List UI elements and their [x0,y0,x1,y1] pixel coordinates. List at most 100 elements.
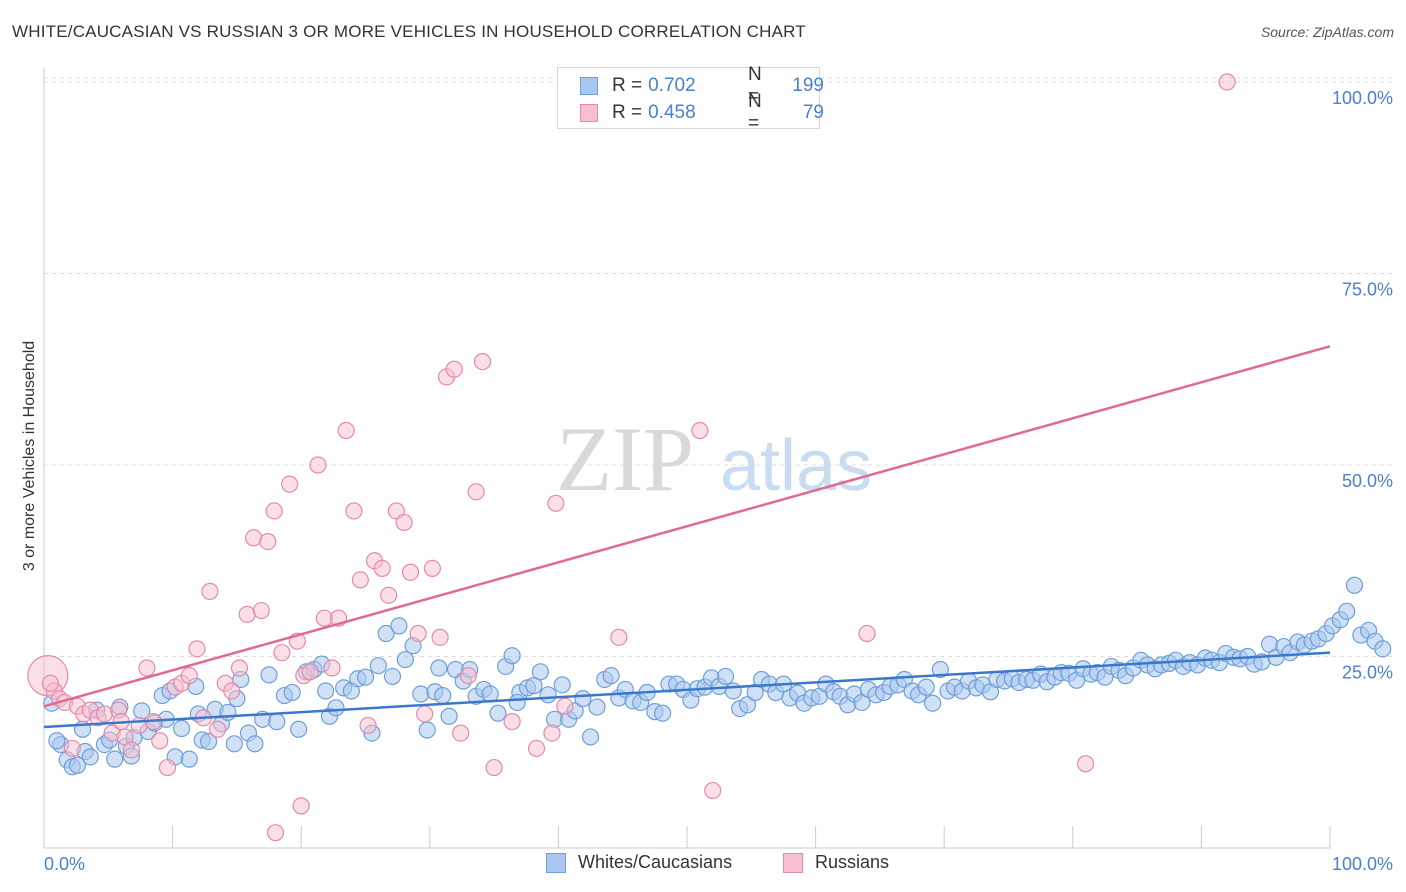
y-tick-label: 100.0% [1332,88,1393,108]
legend-row-whites: R = 0.702 N = 199 [580,64,824,107]
russians-point [556,697,574,715]
whites-point [383,667,402,686]
russians-point [459,667,477,685]
russians-point [359,716,377,735]
whites-point [106,750,124,768]
whites-point [581,728,600,746]
whites-point [924,694,942,712]
whites-point [377,624,395,643]
russians-point [309,456,327,474]
russians-point [281,475,299,493]
russians-point [691,421,709,440]
whites-point [716,667,735,686]
correlation-legend: R = 0.702 N = 199 R = 0.458 N = 79 [557,64,824,134]
russians-point [301,663,319,681]
whites-point [931,660,949,679]
whites-point [225,735,243,753]
russians-point [1218,73,1236,91]
russians-point [423,559,441,578]
n-label: N = [748,64,762,107]
russians-point [485,758,503,777]
whites-trendline [43,651,1331,729]
whites-point [369,657,387,675]
whites-n-value: 199 [792,75,824,96]
russians-point [209,720,227,738]
watermark: ZIP atlas [556,408,872,510]
whites-point [653,704,672,722]
whites-point [268,713,286,731]
russians-swatch [580,104,598,122]
whites-point [525,677,543,695]
russians-point [858,624,876,643]
whites-point [68,756,87,774]
russians-point [1077,755,1095,773]
russians-point [245,529,263,547]
russians-point [323,659,341,677]
whites-legend-swatch [546,852,566,873]
russians-point [122,741,141,759]
whites-point [531,663,549,681]
r-label: R = [612,75,643,96]
whites-point [1338,602,1356,620]
series-legend: Whites/Caucasians Russians [0,852,1406,878]
whites-point [200,732,218,751]
russians-r-value: 0.458 [648,102,696,123]
russians-point [431,628,449,646]
russians-point [158,758,177,777]
legend-item-whites[interactable]: Whites/Caucasians [546,852,732,873]
russians-point [473,352,492,371]
russians-point [265,502,283,520]
whites-point [356,668,375,686]
russians-point [151,732,169,750]
russians-point [266,824,285,842]
whites-point [440,707,458,725]
whites-point [738,696,757,714]
russians-point [95,705,114,723]
russians-point [452,724,470,742]
whites-point [81,748,99,766]
russians-point [138,659,156,677]
whites-point [553,676,571,694]
whites-point [430,659,448,677]
whites-point [917,678,935,696]
whites-point [390,617,408,635]
y-tick-label: 75.0% [1342,280,1393,300]
y-tick-label: 25.0% [1342,663,1393,683]
whites-swatch [580,77,598,95]
whites-point [503,647,521,665]
russians-point [63,739,81,758]
russians-point [373,559,391,578]
russians-point [704,781,722,800]
whites-point [327,699,345,717]
legend-row-russians: R = 0.458 N = 79 [580,91,824,134]
russians-point [395,513,413,532]
russians-point [180,667,198,685]
legend-item-russians[interactable]: Russians [783,852,889,873]
whites-point [317,682,335,700]
russians-legend-swatch [783,852,803,873]
whites-point [574,690,592,708]
watermark-atlas: atlas [720,426,872,506]
whites-legend-label: Whites/Caucasians [578,852,733,872]
russians-point [223,682,241,700]
whites-point [489,704,507,722]
chart-title: WHITE/CAUCASIAN VS RUSSIAN 3 OR MORE VEH… [12,22,806,41]
russians-point [273,644,291,662]
whites-point [434,686,452,705]
whites-point [412,685,430,703]
whites-point [508,693,526,712]
russians-point [292,797,310,815]
russians-point [188,640,206,658]
russians-point [543,724,561,742]
russians-point [252,601,270,620]
russians-point [238,605,256,623]
russians-point [547,494,565,512]
n-label: N = [748,91,762,134]
whites-point [48,732,66,750]
tick-labels: 25.0% 50.0% 75.0% 100.0% 0.0% 100.0% [44,88,1393,874]
whites-point [1345,576,1364,594]
russians-point [401,563,420,581]
russians-point [41,674,60,692]
whites-point [246,735,264,753]
